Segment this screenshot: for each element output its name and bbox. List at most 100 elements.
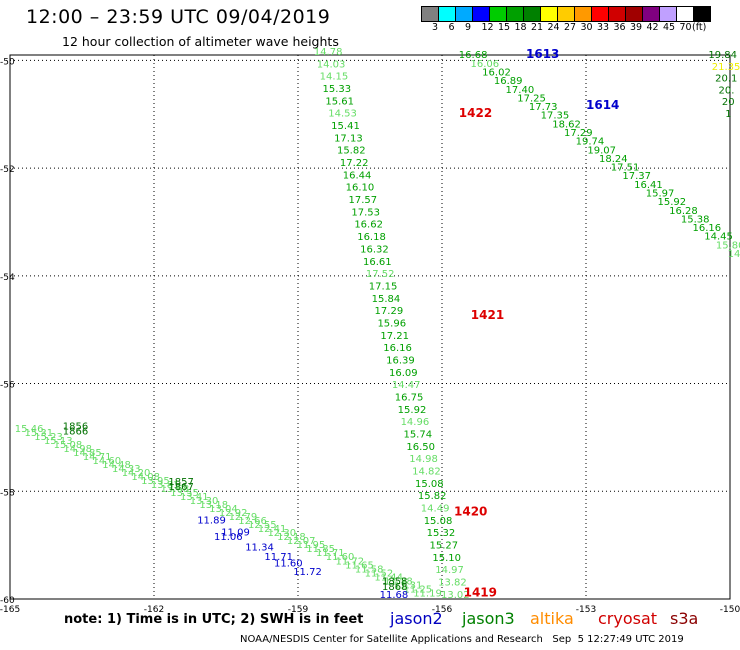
chart-title: 12:00 – 23:59 UTC 09/04/2019 [26, 6, 331, 28]
swh-value-label: 20 [722, 97, 735, 108]
track-id-label: 11.89 [197, 516, 226, 527]
swh-value-label: 11.44 [374, 572, 403, 583]
swh-value-label: 11.25 [403, 584, 432, 595]
track-ne-pass-labels: 1613 1614 [526, 47, 619, 112]
lat-tick-label: -50 [0, 57, 15, 67]
swh-value-label: 15.92 [398, 405, 427, 416]
swh-value-label: 15.08 [54, 440, 83, 451]
swh-value-label: 16.16 [693, 223, 722, 234]
swh-value-label: 12.79 [229, 512, 258, 523]
swh-value-label: 14.08 [131, 472, 160, 483]
scale-value-label: 15 [498, 22, 511, 33]
track-id-label: 11.72 [293, 567, 322, 578]
scale-value-label: 21 [531, 22, 544, 33]
lon-tick-label: -156 [432, 605, 453, 615]
swh-value-label: 15.27 [429, 541, 458, 552]
scale-value-label: 70 [679, 22, 692, 33]
swh-value-label: 16.39 [386, 355, 415, 366]
swh-value-label: 13.30 [190, 496, 219, 507]
map-frame [9, 54, 731, 600]
swh-value-label: 17.15 [369, 281, 398, 292]
swh-value-label: 16.41 [634, 180, 663, 191]
axis-labels: -50 -52 -54 -56 -58 -60-165 -162 -159 -156 -153 -1… [0, 57, 740, 615]
track-id-label: 1419 [464, 585, 497, 599]
swh-value-label: 14.85 [73, 448, 102, 459]
swh-value-label: 11.85 [306, 544, 335, 555]
track-sw-labels: 11.8911.0911.0611.3411.7111.6011.7211.68… [63, 421, 408, 601]
swh-value-label: 14.20 [122, 468, 151, 479]
swh-value-label: 17.22 [340, 158, 369, 169]
track-id-label: 1866 [63, 427, 88, 438]
track-id-label: 1856 [63, 421, 88, 432]
swh-value-label: 13.02 [441, 590, 470, 601]
swh-value-label: 14.97 [435, 565, 464, 576]
swh-value-label: 13.95 [141, 476, 170, 487]
swh-value-label: 15.38 [681, 214, 710, 225]
swh-value-label: 17.13 [334, 133, 363, 144]
swh-value-label: 16.16 [383, 343, 412, 354]
swh-value-label: 15.41 [331, 121, 360, 132]
swh-value-label: 17.35 [541, 111, 570, 122]
lon-tick-label: -165 [0, 605, 20, 615]
swh-value-label: 14.48 [102, 460, 131, 471]
scale-value-label: 36 [613, 22, 626, 33]
swh-value-label: 15.84 [372, 294, 401, 305]
swh-value-label: 14.03 [317, 59, 346, 70]
swh-value-label: 15.80 [716, 240, 740, 251]
swh-value-label: 17.73 [529, 102, 558, 113]
swh-value-label: 14.40 [728, 249, 740, 260]
swh-value-label: 16.50 [406, 442, 435, 453]
lat-tick-label: -56 [0, 381, 15, 391]
swh-value-label: 15.74 [403, 430, 432, 441]
scale-value-label: 42 [646, 22, 659, 33]
swh-value-label: 13.68 [161, 484, 190, 495]
swh-value-label: 17.53 [351, 207, 380, 218]
swh-value-label: 13.18 [199, 500, 228, 511]
swh-value-label: 16.68 [459, 50, 488, 61]
track-id-label: 11.60 [274, 559, 303, 570]
satellite-legend-s3a: s3a [670, 609, 699, 628]
track-id-label: 11.09 [221, 527, 250, 538]
scale-value-label: (ft) [692, 22, 707, 33]
track-main-pass-labels: 1422 1421 1420 1419 [454, 106, 504, 599]
track-id-label: 1858 [382, 576, 407, 587]
swh-value-label: 12.41 [258, 524, 287, 535]
swh-value-label: 15.82 [418, 491, 447, 502]
swh-value-label: 16.75 [395, 392, 424, 403]
track-id-label: 1420 [454, 505, 487, 519]
swh-value-label: 11.19 [413, 588, 442, 599]
track-sw: 15.4615.3115.2315.1315.0814.9814.8514.71… [15, 424, 442, 599]
scale-value-label: 9 [465, 22, 472, 33]
swh-value-label: 21.35 [712, 62, 740, 73]
swh-value-label: 13.82 [438, 578, 467, 589]
swh-value-label: 14.78 [314, 47, 343, 58]
swh-value-label: 12.55 [248, 520, 277, 531]
track-id-label: 1868 [382, 582, 407, 593]
swh-value-label: 15.92 [657, 197, 686, 208]
lat-tick-label: -54 [0, 273, 15, 283]
swh-value-label: 19.84 [708, 50, 737, 61]
track-id-label: 11.68 [380, 590, 409, 601]
scale-value-label: 12 [481, 22, 494, 33]
swh-value-label: 15.61 [325, 96, 354, 107]
swh-value-label: 14.53 [328, 109, 357, 120]
swh-value-label: 12.66 [238, 516, 267, 527]
map-grid [10, 55, 730, 599]
swh-value-label: 12.07 [287, 536, 316, 547]
scale-value-label: 33 [597, 22, 610, 33]
swh-value-label: 11.31 [394, 580, 423, 591]
track-id-label: 1422 [459, 106, 492, 120]
scale-value-label: 45 [663, 22, 676, 33]
swh-value-label: 13.55 [170, 488, 199, 499]
scale-value-label: 6 [448, 22, 455, 33]
lat-tick-label: -52 [0, 165, 15, 175]
scale-swatch [693, 6, 711, 22]
swh-value-label: 13.81 [151, 480, 180, 491]
track-id-label: 1421 [471, 308, 504, 322]
track-id-label: 11.34 [245, 543, 274, 554]
swh-value-label: 11.71 [316, 548, 345, 559]
swh-value-label: 11.38 [384, 576, 413, 587]
